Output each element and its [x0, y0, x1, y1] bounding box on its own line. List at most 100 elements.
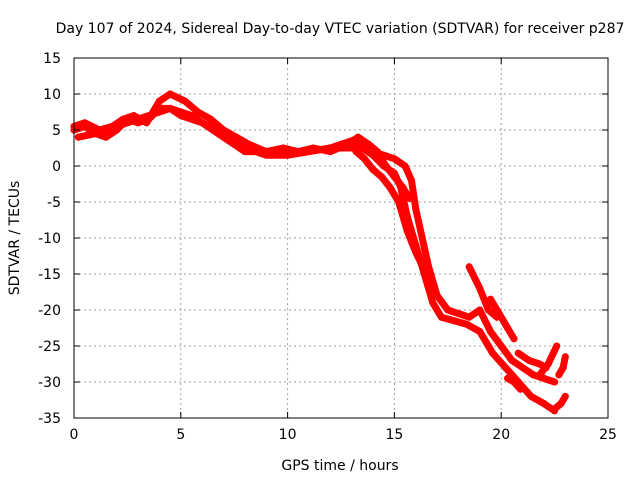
data-point — [343, 140, 351, 148]
data-point — [510, 378, 518, 386]
data-point — [284, 151, 292, 159]
y-tick-label: 0 — [52, 159, 61, 175]
data-point — [519, 364, 527, 372]
data-point — [555, 371, 563, 379]
y-axis-label: SDTVAR / TECUs — [7, 181, 23, 296]
data-point — [96, 126, 104, 134]
data-point — [476, 284, 484, 292]
data-point — [437, 313, 445, 321]
y-tick-label: -30 — [38, 375, 61, 391]
data-point — [433, 292, 441, 300]
data-point — [495, 310, 503, 318]
data-point — [559, 364, 567, 372]
data-point — [516, 385, 524, 393]
data-point — [108, 122, 116, 130]
series-track-3 — [70, 90, 413, 202]
data-point — [401, 162, 409, 170]
series-track-2 — [74, 104, 559, 415]
data-point — [508, 356, 516, 364]
data-point — [455, 310, 462, 318]
data-point — [489, 349, 497, 357]
data-point — [504, 324, 512, 332]
data-point — [309, 144, 317, 152]
data-point — [369, 166, 377, 174]
data-point — [365, 140, 373, 148]
x-tick-label: 15 — [385, 427, 403, 443]
data-point — [525, 356, 533, 364]
plot-area — [70, 90, 569, 415]
data-point — [484, 306, 492, 314]
data-point — [294, 148, 302, 156]
data-point — [378, 173, 386, 181]
data-point — [220, 126, 227, 134]
data-point — [450, 317, 458, 325]
data-point — [527, 392, 535, 400]
data-point — [429, 299, 437, 307]
data-point — [497, 342, 505, 350]
data-point — [262, 148, 270, 156]
x-axis-label: GPS time / hours — [281, 458, 398, 474]
x-tick-label: 10 — [279, 427, 297, 443]
axes: 0 5 10 15 20 25 15 10 5 0 -5 -10 -15 -20 -25 -30 -35 — [38, 51, 617, 443]
data-point — [166, 90, 174, 98]
y-tick-label: 15 — [43, 51, 61, 67]
data-point — [279, 144, 287, 152]
data-point — [553, 342, 561, 350]
y-tick-label: -15 — [38, 267, 61, 283]
data-point — [386, 184, 394, 192]
y-tick-label: -25 — [38, 339, 61, 355]
data-point — [143, 119, 151, 127]
data-point — [476, 328, 484, 336]
data-point — [177, 112, 185, 120]
y-tick-label: -20 — [38, 303, 61, 319]
data-point — [551, 378, 559, 386]
data-point — [465, 313, 473, 321]
x-tick-label: 25 — [599, 427, 617, 443]
data-point — [561, 353, 569, 361]
data-point — [245, 140, 253, 148]
data-point — [403, 227, 411, 235]
data-point — [74, 133, 82, 141]
data-point — [352, 148, 360, 156]
data-point — [412, 248, 420, 256]
y-tick-label: -35 — [38, 411, 61, 427]
x-tick-label: 20 — [492, 427, 510, 443]
data-point — [476, 306, 484, 314]
data-point — [536, 360, 544, 368]
data-point — [444, 306, 452, 314]
data-point — [102, 133, 110, 141]
data-point — [130, 112, 138, 120]
data-point — [465, 263, 473, 271]
data-point — [557, 400, 565, 408]
series-track-8 — [536, 342, 561, 379]
y-tick-label: 10 — [43, 87, 61, 103]
data-point — [81, 119, 89, 127]
data-point — [354, 133, 362, 141]
data-point — [373, 148, 381, 156]
data-point — [181, 97, 189, 105]
data-point — [502, 364, 509, 372]
x-tick-label: 5 — [176, 427, 185, 443]
data-point — [514, 349, 522, 357]
data-point — [561, 392, 569, 400]
series-track-6 — [487, 295, 518, 343]
data-point — [232, 133, 240, 141]
data-point — [422, 270, 430, 278]
data-point — [119, 115, 127, 123]
y-tick-label: -5 — [47, 195, 61, 211]
chart-title: Day 107 of 2024, Sidereal Day-to-day VTE… — [56, 21, 625, 37]
data-point — [194, 108, 202, 116]
data-point — [418, 234, 426, 242]
data-point — [463, 320, 471, 328]
x-tick-label: 0 — [70, 427, 79, 443]
data-point — [395, 198, 403, 206]
data-point — [487, 295, 494, 303]
data-point — [529, 371, 537, 379]
data-point — [198, 119, 206, 127]
data-point — [166, 104, 174, 112]
data-point — [399, 184, 407, 192]
data-point — [326, 148, 334, 156]
data-point — [405, 194, 413, 202]
data-point — [361, 155, 368, 163]
